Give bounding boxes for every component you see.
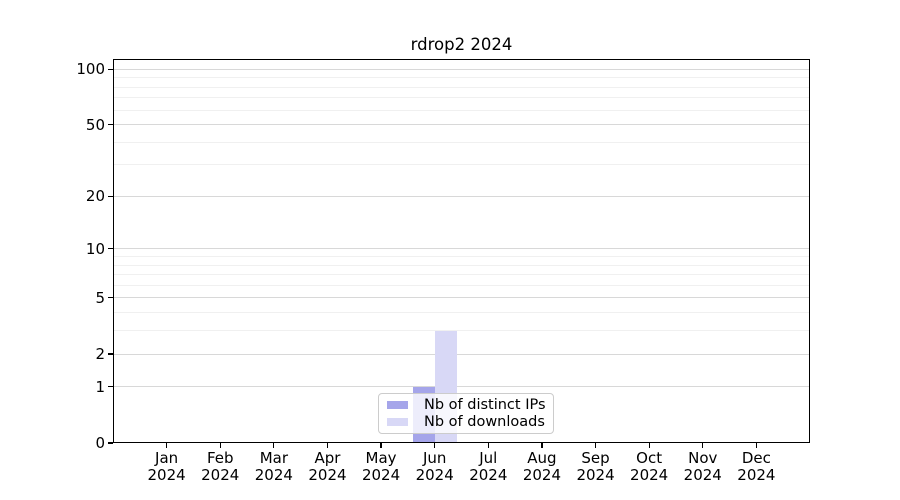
gridline-major — [113, 195, 810, 197]
x-tick-label-year: 2024 — [522, 466, 562, 484]
x-tick-label: Jun 2024 — [395, 450, 475, 484]
x-tick — [702, 443, 704, 448]
x-tick-label: Dec 2024 — [716, 450, 796, 484]
legend-swatch-distinct-ips — [387, 401, 408, 409]
x-tick — [273, 443, 275, 448]
x-tick-label: Jan 2024 — [127, 450, 207, 484]
x-tick-label-month: Jul — [479, 449, 498, 467]
gridline-minor — [113, 264, 810, 266]
y-tick-label: 0 — [95, 434, 105, 452]
legend-label-downloads: Nb of downloads — [424, 414, 545, 430]
x-tick-label-year: 2024 — [308, 466, 347, 484]
legend: Nb of distinct IPs Nb of downloads — [378, 393, 554, 434]
x-tick — [755, 443, 757, 448]
gridline-minor — [113, 164, 810, 166]
x-tick-label-month: Nov — [688, 449, 718, 467]
y-tick — [108, 123, 113, 126]
x-tick-label: Nov 2024 — [663, 450, 743, 484]
chart-title: rdrop2 2024 — [410, 35, 513, 54]
y-tick — [108, 68, 113, 70]
gridline-minor — [113, 330, 810, 332]
x-tick — [434, 443, 436, 448]
x-tick-label: Jul 2024 — [448, 450, 528, 484]
x-tick-label-year: 2024 — [737, 466, 776, 484]
y-tick — [108, 297, 113, 299]
x-tick-label-year: 2024 — [201, 466, 240, 484]
x-tick-label-month: Jan — [155, 449, 179, 467]
x-tick — [219, 443, 221, 448]
x-tick-label: Oct 2024 — [609, 450, 689, 484]
x-tick-label-year: 2024 — [361, 466, 401, 484]
x-tick-label-month: Mar — [259, 449, 288, 467]
x-tick-label: Mar 2024 — [234, 450, 314, 484]
x-tick-label-month: May — [365, 449, 397, 467]
y-tick-label: 2 — [95, 345, 105, 364]
y-tick-label: 1 — [95, 377, 105, 396]
x-tick — [648, 443, 650, 448]
x-tick-label-month: Sep — [581, 449, 610, 467]
gridline-minor — [113, 141, 810, 143]
x-tick — [594, 443, 597, 448]
x-tick — [166, 443, 168, 448]
x-tick-label: May 2024 — [341, 450, 421, 484]
x-tick-label: Aug 2024 — [502, 450, 582, 484]
gridline-minor — [113, 86, 810, 88]
y-tick — [108, 442, 113, 444]
y-tick-label: 50 — [85, 115, 105, 134]
x-tick-label-year: 2024 — [254, 466, 293, 484]
gridline-major — [113, 248, 810, 250]
legend-item-distinct-ips: Nb of distinct IPs — [387, 397, 546, 413]
x-tick-label-year: 2024 — [415, 466, 454, 484]
x-tick-label-month: Oct — [636, 449, 663, 467]
x-tick — [380, 443, 382, 448]
x-tick-label-month: Dec — [741, 449, 771, 467]
x-tick-label-month: Aug — [527, 449, 557, 467]
gridline-major — [113, 124, 810, 126]
y-tick-label: 100 — [76, 60, 105, 79]
x-tick-label-month: Apr — [314, 449, 341, 467]
gridline-minor — [113, 109, 810, 111]
y-tick — [108, 353, 113, 355]
y-tick-label: 20 — [85, 187, 105, 206]
gridline-minor — [113, 77, 810, 79]
y-tick-label: 5 — [95, 288, 105, 307]
x-tick-label: Sep 2024 — [556, 450, 636, 484]
x-tick-label: Feb 2024 — [180, 450, 260, 484]
gridline-major — [113, 297, 810, 299]
gridline-minor — [113, 274, 810, 276]
x-tick — [487, 443, 489, 448]
gridline-minor — [113, 312, 810, 314]
x-tick-label-month: Feb — [206, 449, 234, 467]
y-tick — [108, 195, 113, 197]
x-tick — [541, 443, 543, 448]
x-tick-label-year: 2024 — [683, 466, 722, 484]
legend-swatch-downloads — [387, 418, 408, 426]
x-tick-label-year: 2024 — [576, 466, 615, 484]
gridline-minor — [113, 284, 810, 286]
x-tick-label-year: 2024 — [630, 466, 669, 484]
x-tick-label: Apr 2024 — [287, 450, 367, 484]
legend-label-distinct-ips: Nb of distinct IPs — [424, 397, 546, 413]
x-tick-label-year: 2024 — [469, 466, 508, 484]
gridline-major — [113, 353, 810, 355]
x-tick-label-month: Jun — [422, 449, 447, 467]
legend-item-downloads: Nb of downloads — [387, 414, 546, 430]
gridline-major — [113, 386, 810, 388]
y-tick — [108, 248, 113, 250]
y-tick — [108, 386, 113, 388]
y-tick-label: 10 — [85, 239, 105, 258]
gridline-minor — [113, 97, 810, 99]
gridline-minor — [113, 256, 810, 257]
x-tick — [326, 443, 329, 448]
gridline-major — [113, 68, 810, 70]
x-tick-label-year: 2024 — [147, 466, 186, 484]
